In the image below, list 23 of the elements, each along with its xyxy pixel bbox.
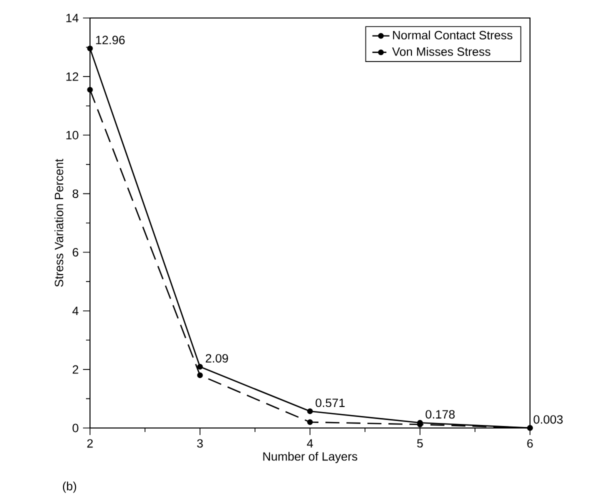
legend-label: Von Misses Stress (392, 47, 490, 56)
x-tick-label: 2 (87, 439, 93, 448)
data-label: 0.178 (426, 410, 455, 419)
text: (b) (62, 482, 76, 493)
y-tick-label: 14 (66, 14, 78, 22)
x-tick-label: 6 (527, 439, 533, 448)
y-tick-label: 4 (72, 306, 78, 315)
y-tick-label: 10 (66, 130, 78, 140)
data-label: 0.571 (316, 398, 345, 408)
data-label: 12.96 (96, 36, 125, 44)
x-axis-title: Number of Layers (263, 452, 358, 464)
legend-label: Normal Contact Stress (393, 30, 512, 40)
y-tick-label: 6 (72, 248, 78, 257)
y-axis-title: Stress Variation Percent (54, 158, 64, 287)
x-tick-label: 3 (197, 439, 203, 448)
x-tick-label: 5 (417, 439, 423, 448)
data-label: 2.09 (206, 354, 228, 363)
x-tick-label: 4 (306, 439, 313, 448)
data-label: 0.003 (534, 415, 563, 424)
y-tick-label: 2 (72, 365, 78, 374)
y-tick-label: 12 (66, 72, 78, 81)
y-tick-label: 8 (72, 189, 78, 198)
y-tick-label: 0 (72, 424, 78, 432)
